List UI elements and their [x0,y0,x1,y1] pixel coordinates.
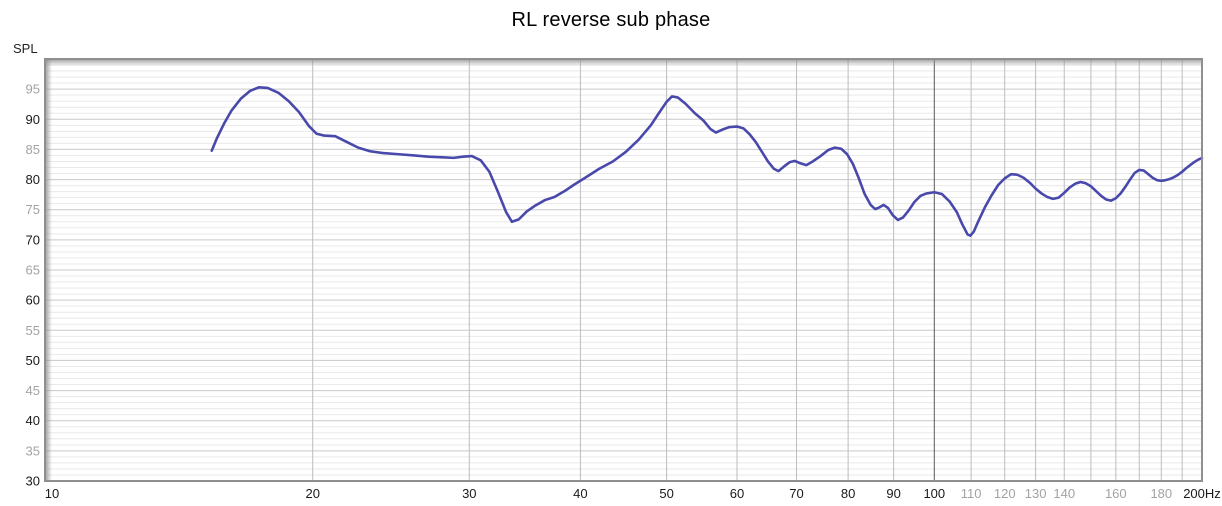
x-tick-label: 70 [789,486,803,501]
x-tick-label: 60 [730,486,744,501]
plot-bevel-top [46,60,1201,66]
response-curve [210,86,1204,237]
x-tick-label: 10 [45,486,59,501]
x-tick-label: 140 [1053,486,1075,501]
y-tick-label: 30 [26,474,40,489]
x-axis-end-label: 200Hz [1183,486,1221,501]
x-tick-label: 80 [841,486,855,501]
y-tick-label: 80 [26,172,40,187]
plot-bevel-left [46,60,52,480]
x-tick-label: 50 [659,486,673,501]
y-tick-label: 50 [26,353,40,368]
y-tick-label: 60 [26,293,40,308]
x-tick-label: 100 [923,486,945,501]
y-tick-label: 35 [26,443,40,458]
x-tick-label: 30 [462,486,476,501]
y-tick-label: 75 [26,202,40,217]
x-tick-label: 130 [1025,486,1047,501]
x-tick-label: 120 [994,486,1016,501]
x-tick-label: 90 [886,486,900,501]
x-tick-label: 110 [961,486,982,501]
page-title: RL reverse sub phase [511,9,711,31]
y-tick-label: 95 [26,82,40,97]
spl-axis-label: SPL [13,41,38,56]
y-tick-label: 70 [26,232,40,247]
y-tick-label: 45 [26,383,40,398]
x-tick-label: 20 [305,486,319,501]
y-tick-label: 65 [26,263,40,278]
y-tick-label: 55 [26,323,40,338]
y-tick-label: 90 [26,112,40,127]
plot-border [44,58,1203,482]
x-tick-label: 40 [573,486,587,501]
y-tick-label: 85 [26,142,40,157]
x-tick-label: 160 [1105,486,1127,501]
y-tick-label: 40 [26,413,40,428]
x-tick-label: 180 [1150,486,1172,501]
